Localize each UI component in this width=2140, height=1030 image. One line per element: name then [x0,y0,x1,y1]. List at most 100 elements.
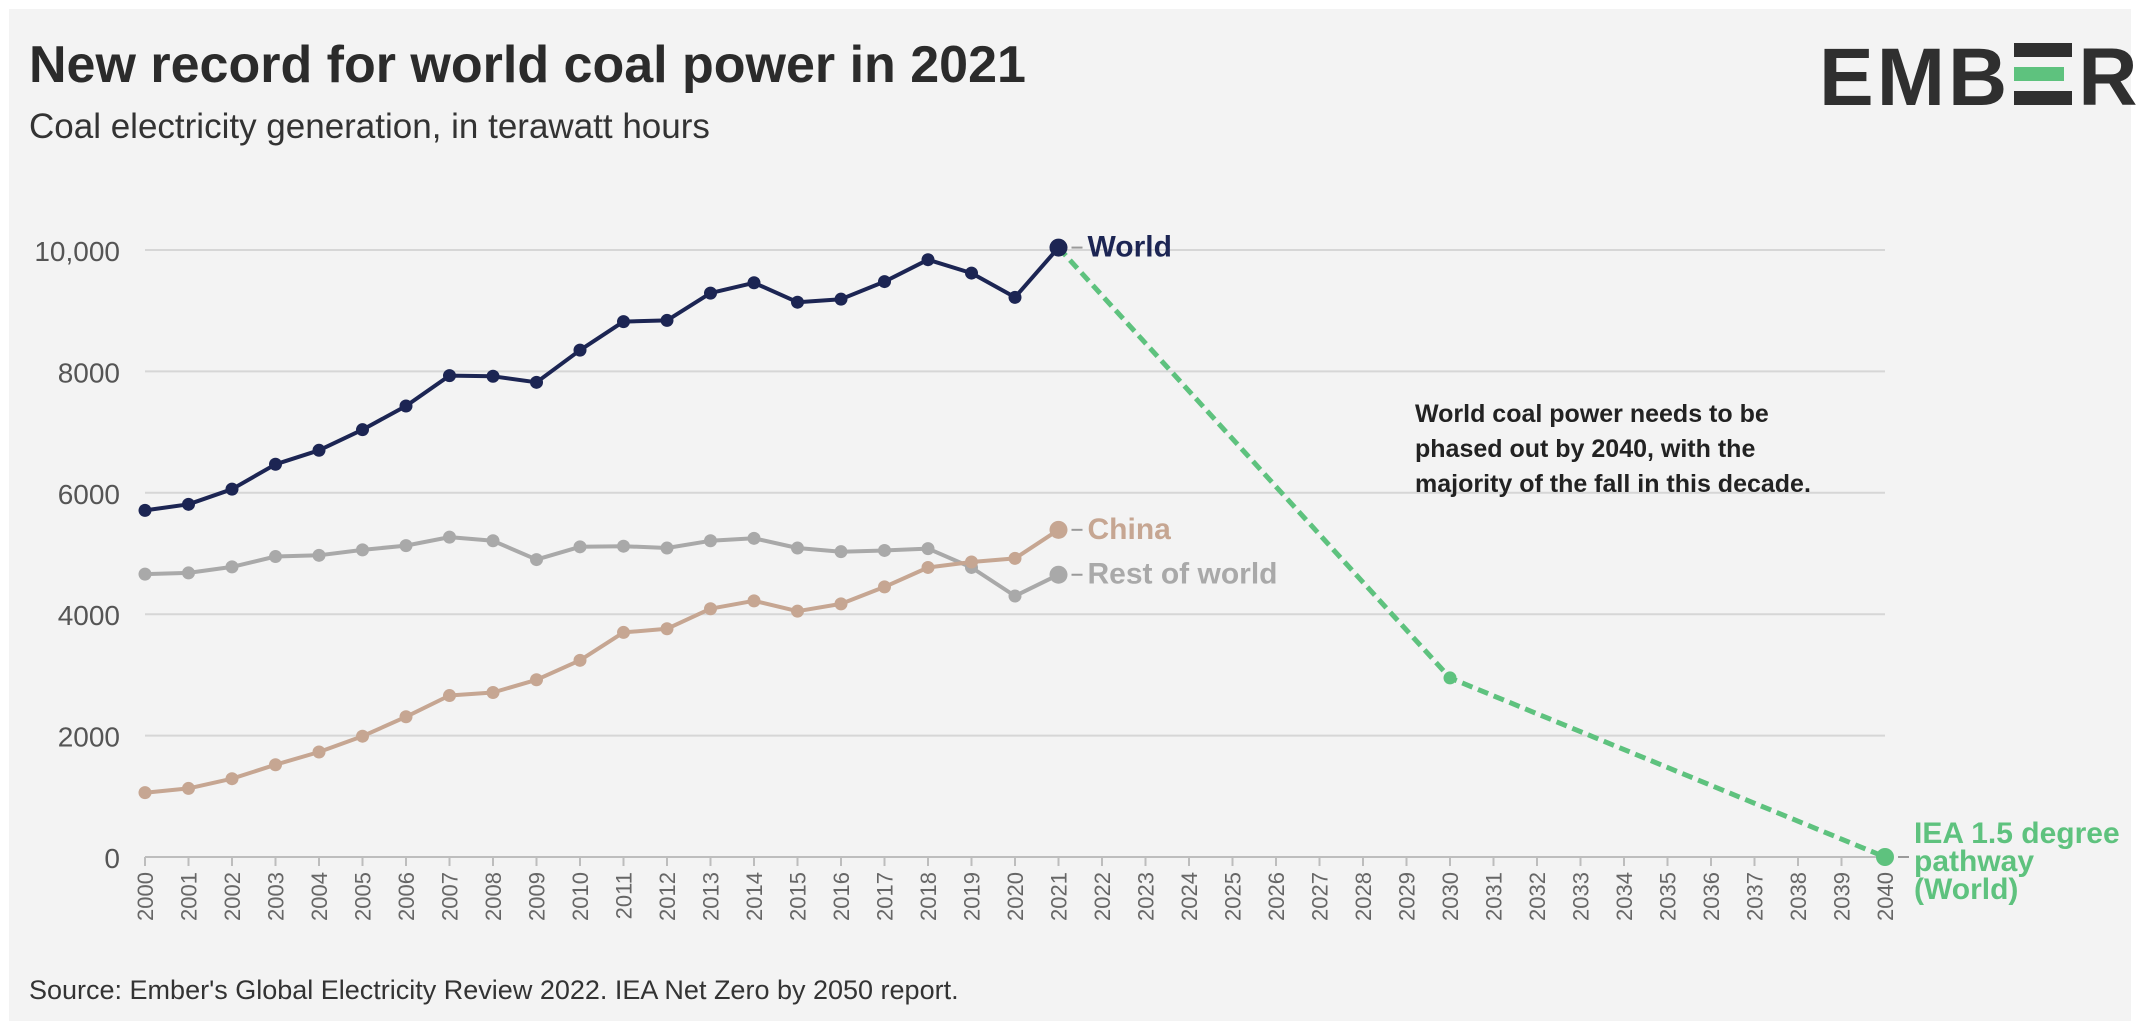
data-point-china [1008,551,1022,565]
annotation-line: phased out by 2040, with the [1415,435,1755,463]
data-point-world [269,457,282,471]
data-point-world [921,253,935,267]
data-point-rest_of_world [617,539,630,553]
chart-subtitle: Coal electricity generation, in terawatt… [29,107,710,146]
data-point-rest_of_world [182,566,195,580]
x-tick-label: 2035 [1656,872,1681,921]
x-tick-label: 2020 [1003,872,1028,921]
data-point-china [834,597,848,611]
x-tick-label: 2007 [438,872,463,921]
data-point-rest_of_world [269,550,282,564]
logo-stylized-e-icon [2014,43,2073,105]
data-point-world [486,369,500,383]
series-label-world: World [1088,231,1172,264]
x-tick-label: 2021 [1047,872,1072,921]
data-point-world [443,369,456,383]
x-tick-label: 2032 [1525,872,1550,921]
series-line-rest_of_world [144,535,1060,598]
data-point-rest_of_world [312,548,326,562]
data-point-iea_pathway [1443,671,1457,685]
x-tick-label: 2008 [481,872,506,921]
series-label-rest_of_world: Rest of world [1088,558,1278,591]
data-point-china [965,555,978,569]
gridlines [145,249,1885,737]
x-tick-label: 2009 [525,872,550,921]
x-tick-label: 2018 [916,872,941,921]
data-point-world [1008,290,1022,304]
data-point-rest_of_world [486,534,500,548]
x-tick-label: 2029 [1395,872,1420,921]
data-point-iea_pathway [1876,848,1894,866]
data-point-china [312,745,326,759]
data-point-china [704,602,717,616]
x-tick-label: 2016 [829,872,854,921]
data-point-world [747,276,761,290]
x-tick-label: 2027 [1308,872,1333,921]
data-point-china [486,686,500,700]
data-point-world [399,399,413,413]
x-tick-label: 2012 [655,872,680,921]
data-point-rest_of_world [138,567,152,581]
data-point-rest_of_world [834,545,848,559]
x-tick-label: 2003 [264,872,289,921]
x-tick-label: 2013 [699,872,724,921]
source-note: Source: Ember's Global Electricity Revie… [29,975,959,1005]
data-point-rest_of_world [573,540,587,554]
chart-title: New record for world coal power in 2021 [29,36,1026,94]
x-tick-label: 2017 [873,872,898,921]
annotation-line: World coal power needs to be [1415,400,1769,428]
data-point-china [1049,520,1068,539]
x-tick-label: 2037 [1743,872,1768,921]
series-label-iea_pathway: IEA 1.5 degree [1914,817,2120,850]
data-point-china [921,560,935,574]
data-point-world [573,343,587,357]
series-label-iea_pathway: pathway [1914,845,2034,878]
data-point-rest_of_world [747,531,761,545]
x-tick-label: 2010 [568,872,593,921]
data-point-world [965,266,978,280]
data-point-rest_of_world [921,542,935,556]
data-point-china [617,625,630,639]
data-point-world [617,315,630,329]
series-label-iea_pathway: (World) [1914,873,2018,906]
y-tick-label: 0 [104,843,120,874]
data-point-china [878,580,891,594]
x-tick-label: 2028 [1351,872,1376,921]
x-tick-label: 2005 [351,872,376,921]
data-point-china [269,758,282,772]
series-labels: World China Rest of world IEA 1.5 degreepat… [1071,231,2120,906]
x-tick-label: 2033 [1569,872,1594,921]
data-point-world [225,482,239,496]
series-line-iea_pathway [1056,245,1886,860]
y-axis: 0 2000 4000 6000 8000 10,000 [34,236,120,874]
y-tick-label: 10,000 [34,236,120,267]
data-point-rest_of_world [1008,589,1022,603]
data-point-rest_of_world [356,543,369,557]
x-axis: 2000 2001 2002 2003 2004 2005 2006 2007 2008 2009… [133,856,1898,921]
data-point-rest_of_world [704,534,717,548]
x-tick-label: 2030 [1438,872,1463,921]
y-tick-label: 6000 [58,479,120,510]
data-point-rest_of_world [791,541,804,555]
series-label-china: China [1088,513,1172,546]
data-point-rest_of_world [225,560,239,574]
data-point-china [573,653,587,667]
x-tick-label: 2001 [177,872,202,921]
data-point-world [312,443,326,457]
x-tick-label: 2023 [1134,872,1159,921]
data-point-rest_of_world [878,543,891,557]
data-point-china [747,594,761,608]
data-point-world [182,497,195,511]
x-tick-label: 2015 [786,872,811,921]
x-tick-label: 2038 [1786,872,1811,921]
y-tick-label: 2000 [58,722,120,753]
data-point-world [138,503,152,517]
data-point-world [834,292,848,306]
x-tick-label: 2031 [1482,872,1507,921]
data-point-world [356,423,369,437]
x-tick-label: 2004 [307,872,332,921]
x-tick-label: 2019 [960,872,985,921]
x-tick-label: 2040 [1873,872,1898,921]
data-point-china [660,622,674,636]
